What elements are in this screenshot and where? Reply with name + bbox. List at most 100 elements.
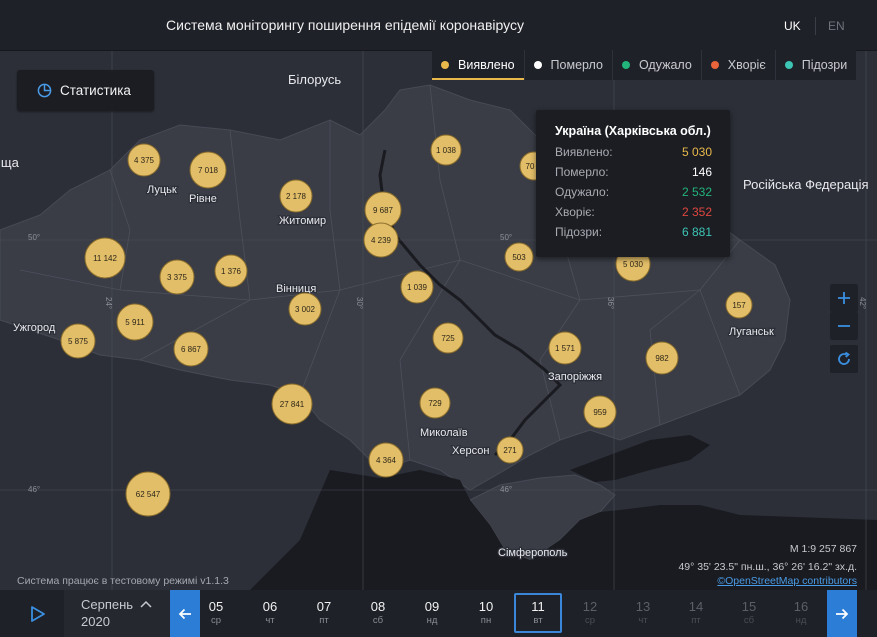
timeline-day[interactable]: 12 ср <box>565 590 615 637</box>
cluster-label: 5 911 <box>125 318 145 327</box>
cluster-label: 157 <box>732 301 746 310</box>
cluster-label: 4 364 <box>376 456 397 465</box>
tooltip-row: Одужало: 2 532 <box>555 185 712 203</box>
cluster-marker[interactable]: 62 547 <box>125 471 171 517</box>
month-selector[interactable]: Серпень 2020 <box>64 590 170 637</box>
cluster-label: 1 039 <box>407 283 428 292</box>
cluster-marker[interactable]: 7 018 <box>189 151 227 189</box>
selected-day-frame <box>514 593 562 633</box>
cluster-marker[interactable]: 503 <box>504 242 534 272</box>
layer-filter-bar: Виявлено Померло Одужало Хворіє Підозри <box>432 50 857 80</box>
cluster-marker[interactable]: 157 <box>725 291 753 319</box>
lang-uk-button[interactable]: UK <box>784 19 801 33</box>
cluster-marker[interactable]: 1 376 <box>214 254 248 288</box>
filter-detected[interactable]: Виявлено <box>432 50 525 80</box>
test-mode-notice: Система працює в тестовому режимі v1.1.3 <box>17 575 229 587</box>
cluster-marker[interactable]: 5 911 <box>116 303 154 341</box>
cluster-layer: 4 375 7 018 2 178 1 038 70 9 687 4 239 1… <box>60 134 753 517</box>
chevron-up-icon <box>140 600 152 608</box>
cluster-marker[interactable]: 4 239 <box>363 222 399 258</box>
prev-day-button[interactable] <box>170 590 200 637</box>
cluster-marker[interactable]: 4 364 <box>368 442 404 478</box>
timeline-day[interactable]: 05 ср <box>191 590 241 637</box>
cluster-marker[interactable]: 3 375 <box>159 259 195 295</box>
tooltip-row: Виявлено: 5 030 <box>555 145 712 163</box>
cluster-marker[interactable]: 3 002 <box>288 292 322 326</box>
play-button[interactable] <box>18 590 58 637</box>
lang-divider <box>815 17 816 35</box>
filter-sick[interactable]: Хворіє <box>702 50 776 80</box>
cluster-marker[interactable]: 1 571 <box>548 331 582 365</box>
filter-label: Одужало <box>638 58 692 72</box>
timeline-day[interactable]: 16 нд <box>776 590 826 637</box>
filter-label: Підозри <box>801 58 848 72</box>
deaths-dot-icon <box>533 61 542 69</box>
tooltip-row-label: Одужало: <box>555 185 610 199</box>
day-weekday: чт <box>638 615 648 626</box>
sick-dot-icon <box>710 61 719 69</box>
day-number: 05 <box>208 599 224 614</box>
cluster-marker[interactable]: 725 <box>432 322 464 354</box>
tooltip-row-value: 2 532 <box>681 185 712 199</box>
zoom-in-button[interactable] <box>830 284 858 312</box>
cluster-label: 729 <box>428 399 442 408</box>
cluster-label: 5 030 <box>623 260 644 269</box>
recovered-dot-icon <box>621 61 630 69</box>
cluster-label: 27 841 <box>280 400 305 409</box>
tooltip-row-value: 2 352 <box>681 205 712 219</box>
cluster-label: 4 375 <box>134 156 155 165</box>
cluster-marker[interactable]: 9 687 <box>364 191 402 229</box>
minus-icon <box>838 325 850 327</box>
cluster-marker[interactable]: 27 841 <box>271 383 313 425</box>
cluster-marker[interactable]: 1 038 <box>430 134 462 166</box>
tooltip-row-label: Виявлено: <box>555 145 613 159</box>
filter-deaths[interactable]: Померло <box>525 50 613 80</box>
day-weekday: сб <box>743 615 755 626</box>
reset-view-button[interactable] <box>830 345 858 373</box>
cluster-marker[interactable]: 982 <box>645 341 679 375</box>
day-weekday: ср <box>210 615 222 626</box>
cluster-marker[interactable]: 959 <box>583 395 617 429</box>
timeline-day[interactable]: 07 пт <box>299 590 349 637</box>
cluster-marker[interactable]: 4 375 <box>127 143 161 177</box>
timeline-day[interactable]: 14 пт <box>671 590 721 637</box>
cluster-marker[interactable]: 1 039 <box>400 270 434 304</box>
cluster-label: 3 375 <box>167 273 188 282</box>
timeline-day[interactable]: 13 чт <box>618 590 668 637</box>
cluster-marker[interactable]: 5 875 <box>60 323 96 359</box>
timeline-day[interactable]: 08 сб <box>353 590 403 637</box>
next-day-button[interactable] <box>827 590 857 637</box>
cluster-label: 6 867 <box>181 345 202 354</box>
osm-attribution-link[interactable]: ©OpenStreetMap contributors <box>717 575 857 587</box>
lang-en-button[interactable]: EN <box>828 19 845 33</box>
label-zhytomyr: Житомир <box>279 215 326 227</box>
timeline-day[interactable]: 09 нд <box>407 590 457 637</box>
timeline-day[interactable]: 15 сб <box>724 590 774 637</box>
cluster-label: 62 547 <box>136 490 161 499</box>
label-rivne: Рівне <box>189 193 217 205</box>
cluster-marker[interactable]: 729 <box>419 387 451 419</box>
graticule-label: 50° <box>28 233 40 242</box>
cluster-label: 7 018 <box>198 166 219 175</box>
timeline-day-selected[interactable]: 11 вт <box>513 590 563 637</box>
statistics-button[interactable]: Статистика <box>17 70 154 111</box>
cluster-marker[interactable]: 11 142 <box>84 237 126 279</box>
filter-suspected[interactable]: Підозри <box>776 50 857 80</box>
day-number: 07 <box>316 599 332 614</box>
label-uzhhorod: Ужгород <box>13 322 56 334</box>
timeline-day[interactable]: 10 пн <box>461 590 511 637</box>
timeline-day[interactable]: 06 чт <box>245 590 295 637</box>
day-number: 06 <box>262 599 278 614</box>
cluster-marker[interactable]: 2 178 <box>279 179 313 213</box>
azov-sea <box>570 435 710 482</box>
zoom-out-button[interactable] <box>830 312 858 340</box>
region-tooltip: Україна (Харківська обл.) Виявлено: 5 030… <box>536 110 730 257</box>
cluster-marker[interactable]: 6 867 <box>173 331 209 367</box>
refresh-icon <box>838 351 850 365</box>
cluster-marker[interactable]: 271 <box>496 436 524 464</box>
scale-ratio: М 1:9 257 867 <box>789 543 857 555</box>
filter-recovered[interactable]: Одужало <box>613 50 702 80</box>
cursor-coords: 49° 35' 23.5" пн.ш., 36° 26' 16.2" зх.д. <box>678 561 857 573</box>
filter-label: Хворіє <box>727 58 766 72</box>
day-number: 15 <box>741 599 757 614</box>
